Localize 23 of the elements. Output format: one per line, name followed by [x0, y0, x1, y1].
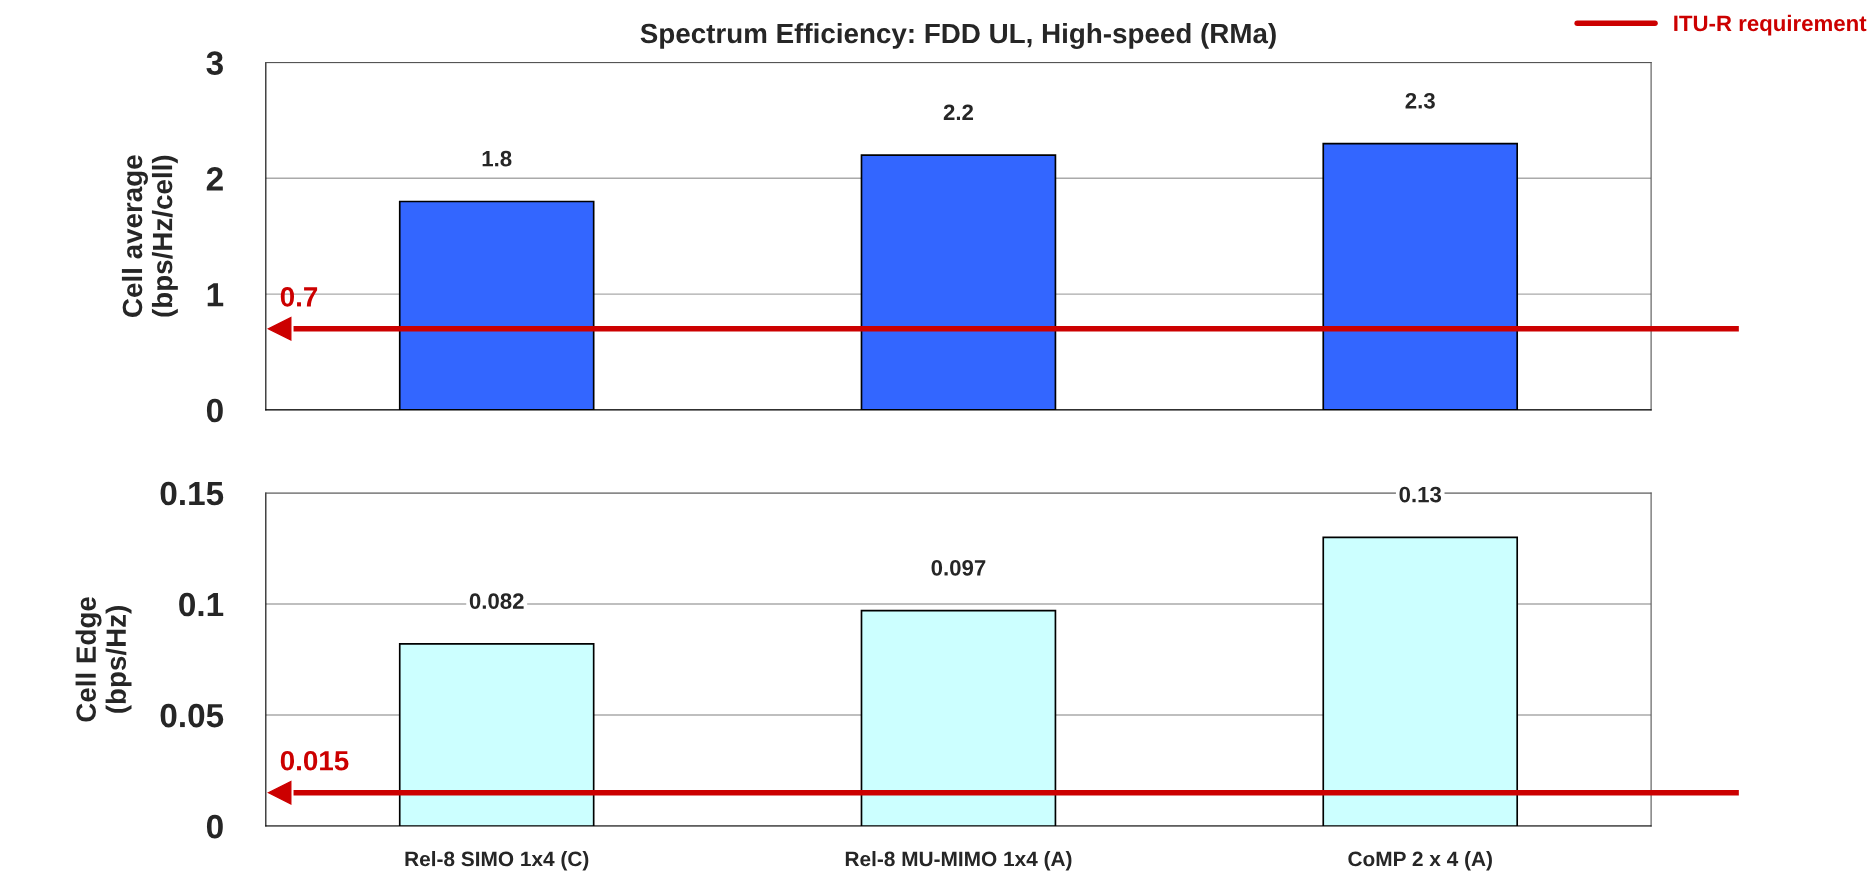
data-label: 0.13 [1399, 486, 1442, 503]
y-tick-label: 0.1 [179, 592, 224, 617]
y-tick-label: 1 [207, 283, 224, 307]
y-tick-label: 0.15 [160, 481, 224, 506]
data-label: 0.082 [469, 593, 524, 609]
annotation: 0.015 [280, 750, 349, 771]
y-tick-label: 0.05 [160, 703, 224, 728]
legend-label: ITU-R requirement [1674, 14, 1867, 36]
x-tick-label: Rel-8 SIMO 1x4 (C) [405, 851, 589, 871]
data-label: 2.2 [943, 104, 974, 120]
y-tick-label: 0 [206, 398, 223, 423]
y-axis-title: Cell Edge (bps/Hz) [75, 597, 132, 722]
data-label: 0.097 [931, 559, 986, 576]
x-tick-label: CoMP 2 x 4 (A) [1348, 851, 1492, 871]
y-tick-label: 0 [206, 814, 223, 839]
data-label: 1.8 [482, 150, 512, 167]
annotation: 0.7 [280, 287, 318, 307]
y-tick-label: 3 [206, 51, 223, 75]
x-tick-label: Rel-8 MU-MIMO 1x4 (A) [845, 851, 1072, 871]
data-label: 2.3 [1405, 92, 1435, 109]
y-tick-label: 2 [206, 167, 223, 191]
chart-title: Spectrum Efficiency: FDD UL, High-speed (RMa) [640, 22, 1276, 49]
y-axis-title: Cell average (bps/Hz/cell) [121, 155, 178, 317]
